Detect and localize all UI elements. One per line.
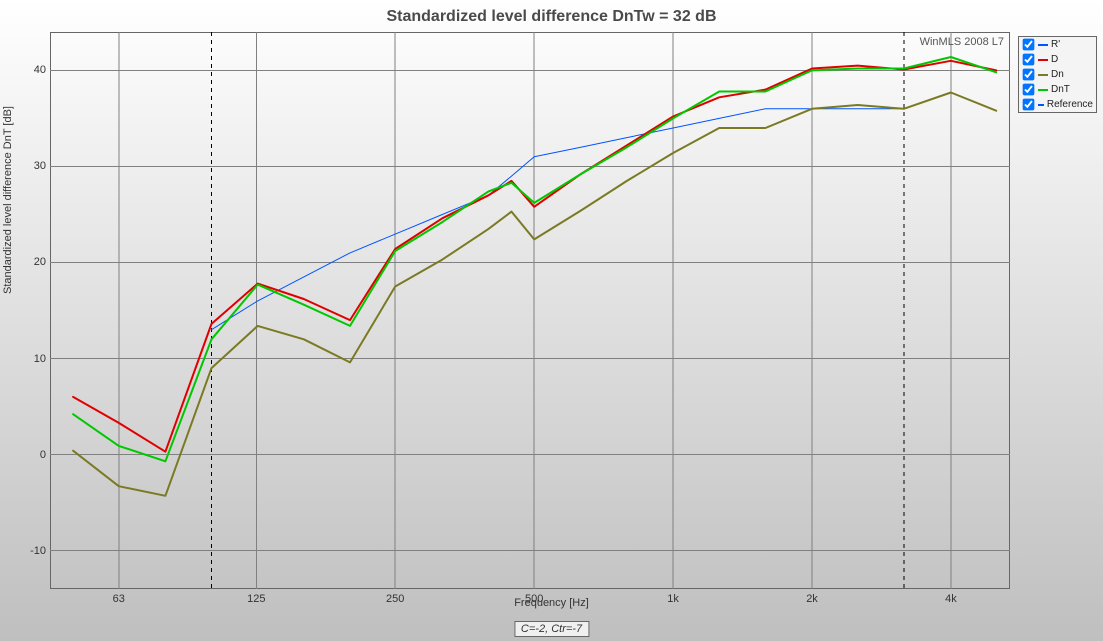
legend-label: Reference <box>1047 99 1093 110</box>
legend-checkbox[interactable] <box>1023 84 1035 96</box>
legend: R' D Dn DnT Reference <box>1018 36 1097 113</box>
legend-swatch <box>1038 104 1044 106</box>
footnote-box: C=-2, Ctr=-7 <box>514 621 589 637</box>
legend-label: DnT <box>1051 84 1093 95</box>
y-tick-label: 20 <box>16 256 46 268</box>
y-tick-label: 0 <box>16 449 46 461</box>
y-tick-label: -10 <box>16 545 46 557</box>
legend-row: D <box>1019 52 1096 67</box>
legend-label: D <box>1051 54 1093 65</box>
y-tick-label: 10 <box>16 353 46 365</box>
legend-row: DnT <box>1019 82 1096 97</box>
legend-row: Reference <box>1019 97 1096 112</box>
x-axis-label: Frequency [Hz] <box>0 597 1103 609</box>
y-axis-label: Standardized level difference DnT [dB] <box>2 100 14 300</box>
chart-title: Standardized level difference DnTw = 32 … <box>0 8 1103 26</box>
y-tick-label: 40 <box>16 64 46 76</box>
y-tick-label: 30 <box>16 160 46 172</box>
legend-swatch <box>1038 44 1048 46</box>
legend-label: R' <box>1051 39 1093 50</box>
legend-swatch <box>1038 59 1048 61</box>
legend-swatch <box>1038 74 1048 76</box>
legend-checkbox[interactable] <box>1023 39 1035 51</box>
legend-checkbox[interactable] <box>1023 99 1035 111</box>
watermark: WinMLS 2008 L7 <box>920 36 1004 48</box>
legend-checkbox[interactable] <box>1023 69 1035 81</box>
plot-area <box>50 32 1010 589</box>
legend-label: Dn <box>1051 69 1093 80</box>
legend-swatch <box>1038 89 1048 91</box>
legend-checkbox[interactable] <box>1023 54 1035 66</box>
series-line <box>212 109 904 330</box>
legend-row: R' <box>1019 37 1096 52</box>
legend-row: Dn <box>1019 67 1096 82</box>
chart-canvas: Standardized level difference DnTw = 32 … <box>0 0 1103 641</box>
